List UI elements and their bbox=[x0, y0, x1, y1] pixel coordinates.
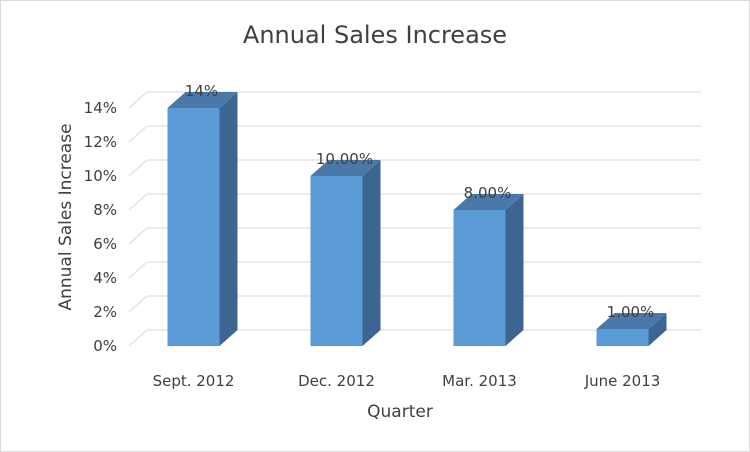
bar-top bbox=[167, 92, 238, 108]
gridline-diagonal bbox=[128, 159, 148, 177]
y-tick-label: 14% bbox=[84, 99, 117, 117]
y-tick-label: 8% bbox=[93, 201, 117, 219]
bar bbox=[596, 329, 649, 346]
bar bbox=[310, 176, 363, 346]
gridline-diagonal bbox=[128, 193, 148, 211]
y-tick-label: 12% bbox=[84, 133, 117, 151]
bar-side bbox=[648, 313, 667, 346]
x-axis-title: Quarter bbox=[367, 402, 433, 422]
gridlines bbox=[128, 91, 701, 347]
gridline-diagonal bbox=[128, 329, 148, 347]
bar-side bbox=[505, 194, 524, 346]
y-tick-label: 6% bbox=[93, 235, 117, 253]
gridline-diagonal bbox=[128, 295, 148, 313]
data-label: 1.00% bbox=[607, 303, 655, 321]
bar bbox=[167, 108, 220, 346]
bar-top bbox=[310, 160, 381, 176]
x-tick-label: Mar. 2013 bbox=[442, 372, 517, 390]
x-axis-ticks: Sept. 2012 Dec. 2012 Mar. 2013 June 2013 bbox=[153, 372, 661, 390]
x-tick-label: Dec. 2012 bbox=[298, 372, 375, 390]
y-axis-title: Annual Sales Increase bbox=[56, 123, 76, 310]
y-tick-label: 10% bbox=[84, 167, 117, 185]
y-tick-label: 0% bbox=[93, 337, 117, 355]
bar-side bbox=[362, 160, 381, 346]
x-tick-label: June 2013 bbox=[584, 372, 661, 390]
y-tick-label: 2% bbox=[93, 303, 117, 321]
gridline-diagonal bbox=[128, 91, 148, 109]
x-tick-label: Sept. 2012 bbox=[153, 372, 235, 390]
data-label: 8.00% bbox=[464, 184, 512, 202]
data-label: 14% bbox=[185, 82, 218, 100]
gridline-diagonal bbox=[128, 261, 148, 279]
bar bbox=[453, 210, 506, 346]
gridline-diagonal bbox=[128, 125, 148, 143]
y-axis-ticks: 0% 2% 4% 6% 8% 10% 12% 14% bbox=[84, 99, 117, 355]
data-label: 10.00% bbox=[316, 150, 373, 168]
y-tick-label: 4% bbox=[93, 269, 117, 287]
bar-top bbox=[453, 194, 524, 210]
chart-title: Annual Sales Increase bbox=[242, 21, 508, 49]
bar-top bbox=[596, 313, 667, 329]
gridline-diagonal bbox=[128, 227, 148, 245]
bars: 14% 10.00% 8.00% 1.00% bbox=[167, 82, 667, 346]
bar-side bbox=[219, 92, 238, 346]
